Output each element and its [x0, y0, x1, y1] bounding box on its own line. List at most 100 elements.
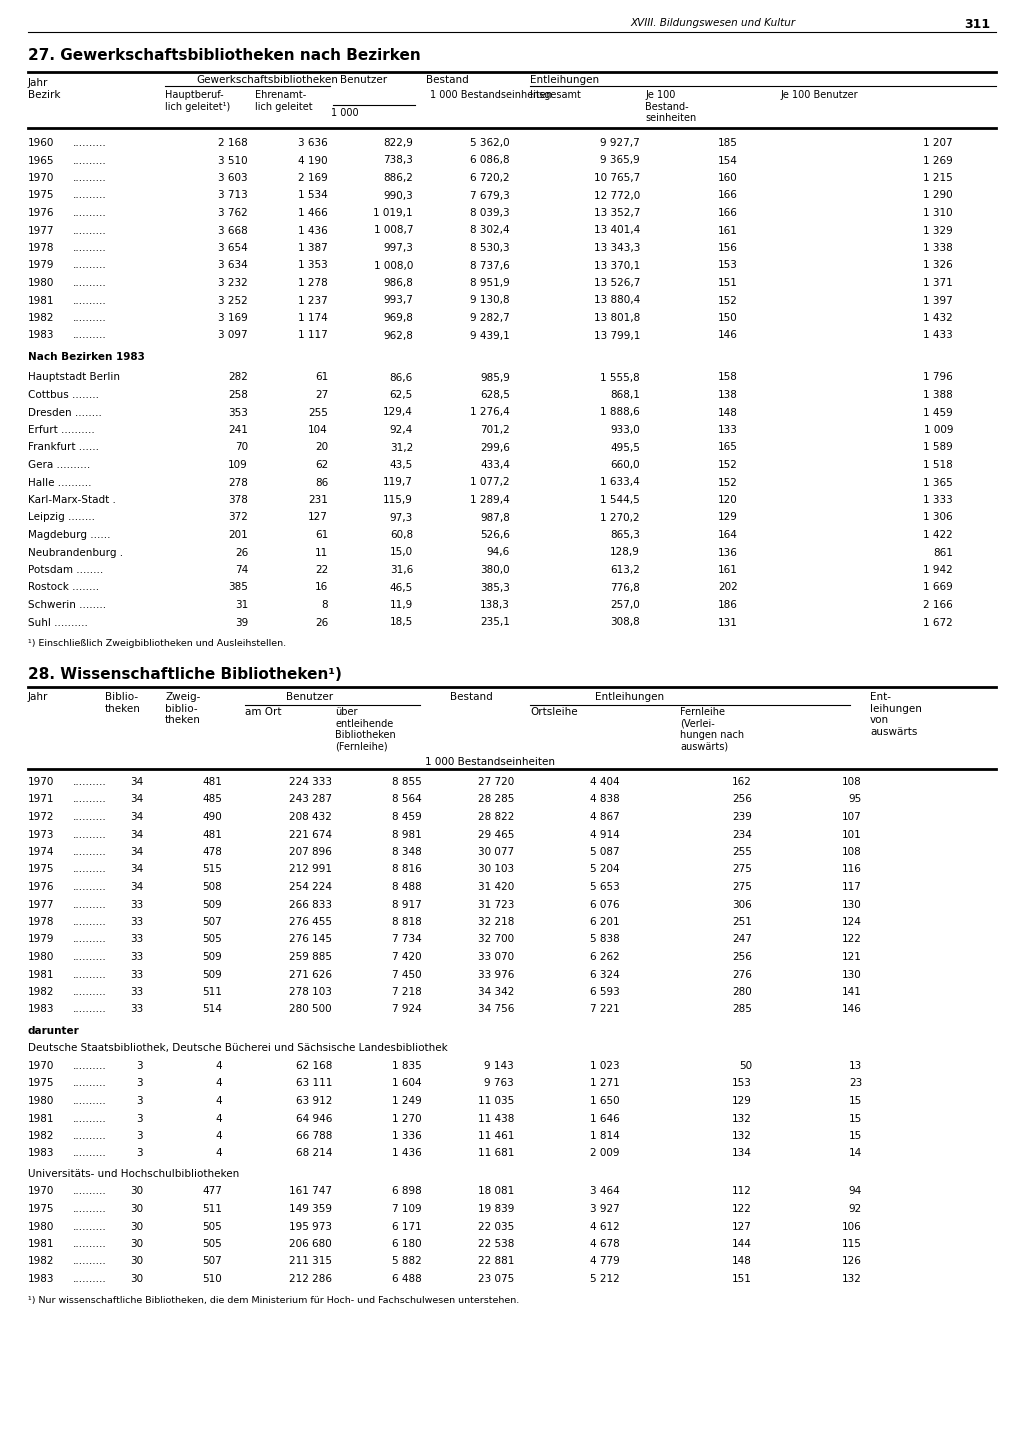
Text: 6 324: 6 324	[590, 969, 620, 979]
Text: 101: 101	[843, 830, 862, 840]
Text: 7 734: 7 734	[392, 934, 422, 945]
Text: 201: 201	[228, 530, 248, 540]
Text: 5 087: 5 087	[591, 847, 620, 858]
Text: 30: 30	[130, 1187, 143, 1197]
Text: 1979: 1979	[28, 934, 54, 945]
Text: 1 466: 1 466	[298, 207, 328, 218]
Text: 62 168: 62 168	[296, 1061, 332, 1071]
Text: ..........: ..........	[73, 155, 106, 165]
Text: 9 763: 9 763	[484, 1078, 514, 1088]
Text: 3 713: 3 713	[218, 190, 248, 200]
Text: ..........: ..........	[73, 900, 106, 910]
Text: 130: 130	[843, 969, 862, 979]
Text: 63 912: 63 912	[296, 1096, 332, 1106]
Text: 86: 86	[314, 477, 328, 488]
Text: 299,6: 299,6	[480, 443, 510, 453]
Text: 1974: 1974	[28, 847, 54, 858]
Text: 255: 255	[308, 408, 328, 418]
Text: Neubrandenburg .: Neubrandenburg .	[28, 547, 123, 557]
Text: 997,3: 997,3	[383, 242, 413, 252]
Text: 4 678: 4 678	[590, 1239, 620, 1249]
Text: 481: 481	[202, 776, 222, 786]
Text: Entleihungen: Entleihungen	[595, 692, 665, 702]
Text: 30 077: 30 077	[478, 847, 514, 858]
Text: 13 526,7: 13 526,7	[594, 279, 640, 287]
Text: 212 991: 212 991	[289, 865, 332, 875]
Text: 18 081: 18 081	[478, 1187, 514, 1197]
Text: ..........: ..........	[73, 279, 106, 287]
Text: 39: 39	[234, 618, 248, 627]
Text: 1970: 1970	[28, 1187, 54, 1197]
Text: 124: 124	[842, 917, 862, 927]
Text: 241: 241	[228, 425, 248, 435]
Text: 97,3: 97,3	[390, 512, 413, 522]
Text: 161: 161	[718, 564, 738, 575]
Text: 985,9: 985,9	[480, 373, 510, 383]
Text: 353: 353	[228, 408, 248, 418]
Text: 7 420: 7 420	[392, 952, 422, 962]
Text: 822,9: 822,9	[383, 138, 413, 148]
Text: 66 788: 66 788	[296, 1130, 332, 1140]
Text: ..........: ..........	[73, 776, 106, 786]
Text: 8 816: 8 816	[392, 865, 422, 875]
Text: 1983: 1983	[28, 1274, 54, 1284]
Text: 166: 166	[718, 190, 738, 200]
Text: Hauptstadt Berlin: Hauptstadt Berlin	[28, 373, 120, 383]
Text: 1 436: 1 436	[298, 225, 328, 235]
Text: 1 000 Bestandseinheiten: 1 000 Bestandseinheiten	[430, 90, 552, 100]
Text: 13 370,1: 13 370,1	[594, 261, 640, 270]
Text: am Ort: am Ort	[245, 707, 282, 717]
Text: 1 353: 1 353	[298, 261, 328, 270]
Text: 1 436: 1 436	[392, 1149, 422, 1158]
Text: ..........: ..........	[73, 331, 106, 341]
Text: Jahr
Bezirk: Jahr Bezirk	[28, 78, 60, 100]
Text: 136: 136	[718, 547, 738, 557]
Text: 4: 4	[215, 1096, 222, 1106]
Text: 130: 130	[843, 900, 862, 910]
Text: 505: 505	[203, 934, 222, 945]
Text: 1 589: 1 589	[924, 443, 953, 453]
Text: ..........: ..........	[73, 207, 106, 218]
Text: 28. Wissenschaftliche Bibliotheken¹): 28. Wissenschaftliche Bibliotheken¹)	[28, 667, 342, 682]
Text: 1975: 1975	[28, 190, 54, 200]
Text: 1 270: 1 270	[392, 1113, 422, 1123]
Text: 5 212: 5 212	[590, 1274, 620, 1284]
Text: 1 336: 1 336	[392, 1130, 422, 1140]
Text: 15: 15	[849, 1096, 862, 1106]
Text: 235,1: 235,1	[480, 618, 510, 627]
Text: 3 668: 3 668	[218, 225, 248, 235]
Text: 1 000 Bestandseinheiten: 1 000 Bestandseinheiten	[425, 757, 555, 768]
Text: Potsdam ........: Potsdam ........	[28, 564, 103, 575]
Text: Je 100
Bestand-
seinheiten: Je 100 Bestand- seinheiten	[645, 90, 696, 123]
Text: 509: 509	[203, 900, 222, 910]
Text: 372: 372	[228, 512, 248, 522]
Text: 33: 33	[130, 1004, 143, 1014]
Text: 1 544,5: 1 544,5	[600, 495, 640, 505]
Text: ..........: ..........	[73, 934, 106, 945]
Text: 129: 129	[732, 1096, 752, 1106]
Text: 1 077,2: 1 077,2	[470, 477, 510, 488]
Text: Zweig-
biblio-
theken: Zweig- biblio- theken	[165, 692, 201, 726]
Text: 3 762: 3 762	[218, 207, 248, 218]
Text: 129,4: 129,4	[383, 408, 413, 418]
Text: 154: 154	[718, 155, 738, 165]
Text: 1 387: 1 387	[298, 242, 328, 252]
Text: 13 801,8: 13 801,8	[594, 313, 640, 324]
Text: 257,0: 257,0	[610, 601, 640, 609]
Text: 8 951,9: 8 951,9	[470, 279, 510, 287]
Text: 861: 861	[933, 547, 953, 557]
Text: 74: 74	[234, 564, 248, 575]
Text: 166: 166	[718, 207, 738, 218]
Text: 151: 151	[718, 279, 738, 287]
Text: ..........: ..........	[73, 1096, 106, 1106]
Text: 132: 132	[732, 1130, 752, 1140]
Text: 4 867: 4 867	[590, 813, 620, 823]
Text: 207 896: 207 896	[289, 847, 332, 858]
Text: ..........: ..........	[73, 882, 106, 892]
Text: 1981: 1981	[28, 1113, 54, 1123]
Text: 231: 231	[308, 495, 328, 505]
Text: 4 190: 4 190	[298, 155, 328, 165]
Text: 3: 3	[136, 1149, 143, 1158]
Text: ..........: ..........	[73, 1187, 106, 1197]
Text: 515: 515	[202, 865, 222, 875]
